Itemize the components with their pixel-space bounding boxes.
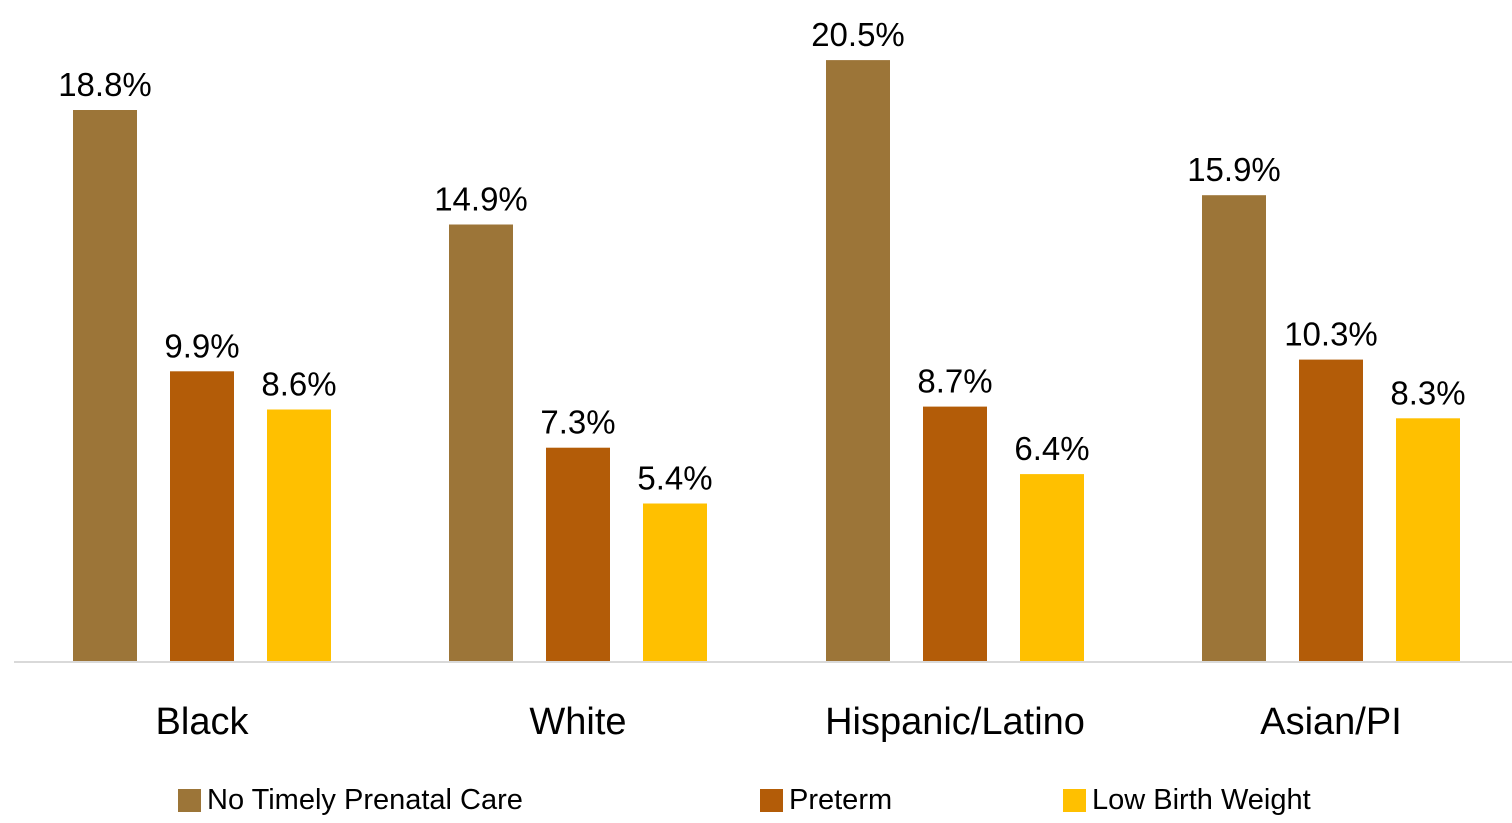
legend: No Timely Prenatal Care Preterm Low Birth … bbox=[0, 780, 1512, 820]
legend-swatch bbox=[1063, 788, 1086, 812]
data-label: 8.6% bbox=[261, 366, 336, 403]
data-label: 15.9% bbox=[1187, 151, 1281, 188]
legend-item: Low Birth Weight bbox=[1063, 780, 1311, 820]
x-tick-label: White bbox=[529, 701, 626, 743]
data-label: 9.9% bbox=[164, 327, 239, 364]
bars-layer bbox=[73, 60, 1460, 663]
x-tick-label: Asian/PI bbox=[1260, 701, 1402, 743]
bar-hispanic-latino-series-1 bbox=[923, 406, 987, 662]
bar-white-series-2 bbox=[643, 503, 707, 662]
x-tick-label: Hispanic/Latino bbox=[825, 701, 1085, 743]
bar-black-series-1 bbox=[170, 371, 234, 662]
data-label: 10.3% bbox=[1284, 316, 1378, 353]
legend-item: Preterm bbox=[760, 780, 892, 820]
data-label: 14.9% bbox=[434, 181, 528, 218]
data-label: 8.3% bbox=[1390, 374, 1465, 411]
legend-swatch bbox=[178, 788, 201, 812]
legend-item: No Timely Prenatal Care bbox=[178, 780, 523, 820]
chart-plot-area: 18.8% 9.9% 8.6% 14.9% 7.3% 5.4% 20.5% 8.7% 6.4% 1… bbox=[14, 16, 1512, 743]
bar-black-series-0 bbox=[73, 110, 137, 662]
x-tick-label: Black bbox=[156, 701, 250, 743]
legend-label: Preterm bbox=[789, 783, 893, 816]
legend-swatch bbox=[760, 788, 783, 812]
bar-white-series-1 bbox=[546, 447, 610, 662]
data-label: 18.8% bbox=[58, 66, 152, 103]
legend-label: Low Birth Weight bbox=[1092, 783, 1311, 816]
data-labels-layer: 18.8% 9.9% 8.6% 14.9% 7.3% 5.4% 20.5% 8.7% 6.4% 1… bbox=[58, 16, 1465, 496]
bar-asian-pi-series-1 bbox=[1299, 359, 1363, 662]
bar-hispanic-latino-series-0 bbox=[826, 60, 890, 663]
data-label: 20.5% bbox=[811, 16, 905, 53]
bar-hispanic-latino-series-2 bbox=[1020, 474, 1084, 662]
x-tick-labels-layer: Black White Hispanic/Latino Asian/PI bbox=[156, 701, 1402, 743]
bar-asian-pi-series-0 bbox=[1202, 195, 1266, 662]
legend-label: No Timely Prenatal Care bbox=[207, 783, 523, 816]
data-label: 6.4% bbox=[1014, 430, 1089, 467]
bar-black-series-2 bbox=[267, 409, 331, 662]
data-label: 8.7% bbox=[917, 363, 992, 400]
bar-asian-pi-series-2 bbox=[1396, 418, 1460, 662]
data-label: 5.4% bbox=[637, 460, 712, 497]
bar-white-series-0 bbox=[449, 224, 513, 662]
data-label: 7.3% bbox=[540, 404, 615, 441]
